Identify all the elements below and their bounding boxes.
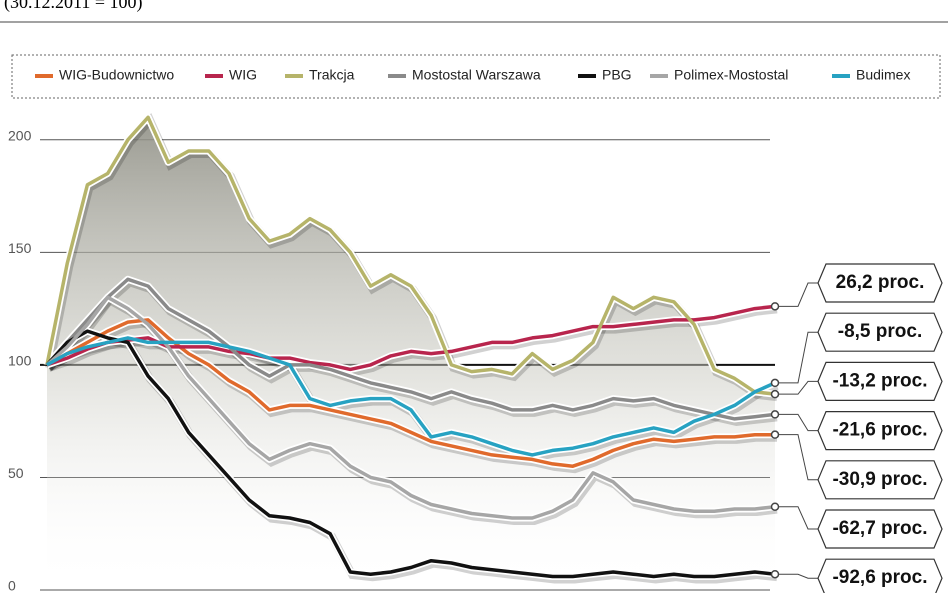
end-dot	[770, 569, 780, 579]
legend-label: Trakcja	[309, 67, 355, 83]
callout-label: -62,7 proc.	[832, 518, 927, 539]
y-tick-label: 150	[8, 240, 32, 256]
end-dot	[770, 410, 780, 419]
end-dot	[770, 302, 780, 311]
legend: WIG-Budownictwo WIG Trakcja Mostostal Warsz…	[35, 67, 910, 83]
callouts: 26,2 proc. -8,5 proc. -13,2 proc. -21,6 pro…	[770, 263, 943, 593]
line	[45, 115, 776, 396]
line	[45, 295, 776, 520]
connector	[775, 380, 818, 395]
end-dot	[770, 430, 780, 439]
connector	[775, 573, 818, 579]
legend-label: WIG-Budownictwo	[59, 67, 174, 83]
connector	[775, 434, 818, 481]
callout-label: -21,6 proc.	[832, 420, 927, 441]
callout-label: -92,6 proc.	[832, 567, 927, 588]
line	[46, 336, 776, 457]
legend-label: PBG	[602, 67, 632, 83]
end-dot	[770, 502, 780, 511]
callout-box	[817, 361, 943, 401]
connector	[775, 506, 818, 530]
callout-label: -8,5 proc.	[838, 321, 922, 342]
legend-box	[11, 54, 941, 99]
connector	[775, 331, 818, 384]
line	[45, 329, 776, 579]
line	[46, 318, 775, 468]
y-tick-label: 200	[8, 127, 32, 143]
connector	[775, 282, 818, 307]
callout-box	[817, 558, 943, 593]
legend-label: Polimex-Mostostal	[674, 67, 788, 83]
callout-label: -13,2 proc.	[832, 370, 927, 391]
y-tick-label: 50	[8, 465, 24, 481]
y-tick-label: 100	[8, 353, 32, 369]
subtitle: (30.12.2011 = 100)	[4, 0, 142, 13]
connector	[775, 413, 818, 432]
callout-box	[817, 509, 943, 549]
callout-box	[817, 312, 943, 352]
y-tick-label: 0	[8, 578, 16, 593]
callout-label: -30,9 proc.	[832, 469, 927, 490]
plot	[43, 113, 779, 591]
legend-label: WIG	[229, 67, 257, 83]
callout-box	[817, 263, 943, 303]
callout-box	[817, 460, 943, 500]
end-dot	[770, 389, 780, 399]
line	[45, 277, 776, 421]
legend-label: Budimex	[856, 67, 910, 83]
legend-label: Mostostal Warszawa	[412, 67, 541, 83]
callout-label: 26,2 proc.	[836, 272, 925, 293]
end-dot	[770, 378, 780, 388]
callout-box	[817, 411, 943, 451]
